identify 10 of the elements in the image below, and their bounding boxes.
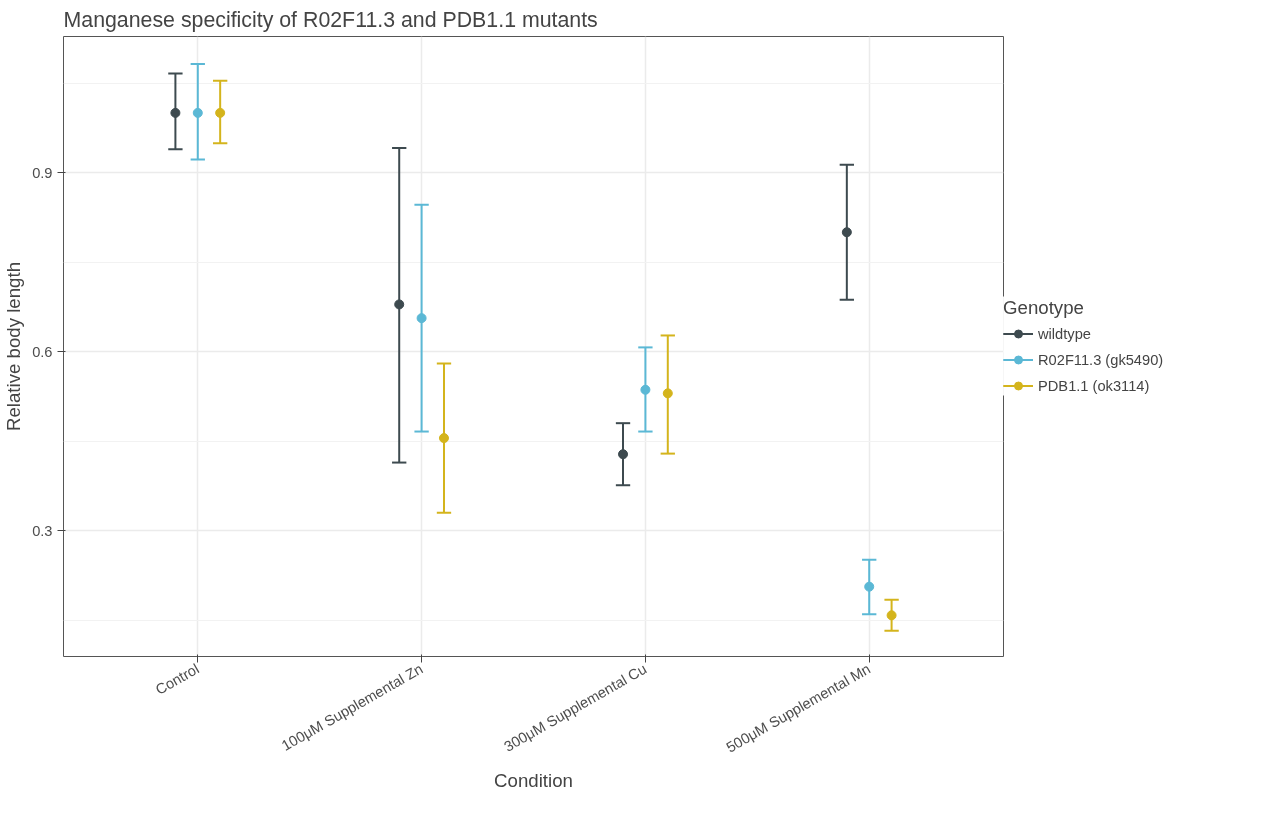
y-tick-label: 0.9 (32, 164, 53, 181)
legend-label: PDB1.1 (ok3114) (1038, 377, 1150, 394)
y-tick-label: 0.3 (32, 522, 53, 539)
legend-title: Genotype (1003, 296, 1085, 319)
y-axis-title: Relative body length (3, 261, 25, 432)
x-axis-title: Condition (494, 770, 573, 792)
legend-label: wildtype (1038, 325, 1091, 342)
chart-title: Manganese specificity of R02F11.3 and PDB1.1 mutants (63, 7, 598, 32)
legend-label: R02F11.3 (gk5490) (1038, 351, 1164, 368)
y-tick-label: 0.6 (32, 343, 53, 360)
